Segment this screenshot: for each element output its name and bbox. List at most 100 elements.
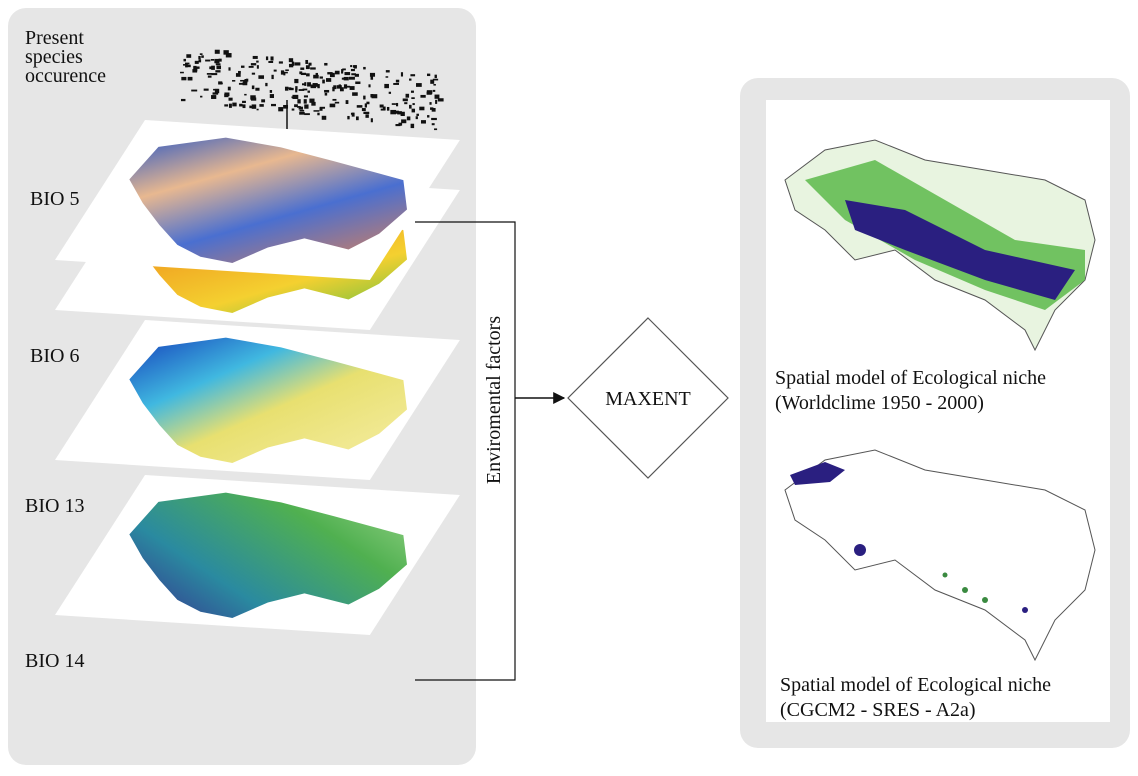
- occurrence-dot: [261, 99, 266, 103]
- occurrence-dot: [401, 119, 407, 124]
- occurrence-dot: [209, 66, 212, 70]
- occurrence-dot: [308, 62, 312, 66]
- occurrence-dot: [228, 97, 233, 101]
- occurrence-dot: [313, 74, 319, 79]
- occurrence-dot: [410, 123, 415, 129]
- occurrence-dot: [186, 64, 191, 68]
- occurrence-dot: [345, 100, 349, 104]
- occurrence-dot: [336, 85, 342, 89]
- occurrence-dot: [350, 65, 353, 68]
- occurrence-dot: [355, 81, 361, 85]
- occurrence-map: [180, 49, 444, 131]
- layer-label: BIO 14: [25, 650, 84, 672]
- occurrence-dot: [338, 84, 341, 87]
- occurrence-dot: [183, 58, 186, 62]
- occurrence-dot: [437, 98, 444, 102]
- occurrence-dot: [300, 72, 306, 76]
- occurrence-dot: [380, 108, 386, 111]
- occurrence-dot: [248, 65, 254, 68]
- occurrence-dot: [299, 109, 305, 112]
- occurrence-dot: [317, 112, 320, 116]
- occurrence-dot: [431, 108, 436, 112]
- occurrence-dot: [268, 60, 274, 63]
- occurrence-dot: [434, 128, 438, 131]
- occurrence-dot: [288, 87, 292, 90]
- occurrence-dot: [205, 59, 211, 62]
- occurrence-dot: [363, 66, 366, 70]
- occurrence-dot: [349, 86, 355, 90]
- occurrence-dot: [304, 113, 310, 116]
- occurrence-dot: [400, 111, 405, 116]
- occurrence-dot: [415, 116, 418, 120]
- occurrence-dot: [354, 73, 359, 77]
- occurrence-dot: [368, 84, 371, 88]
- occurrence-dot: [322, 79, 325, 84]
- occurrence-dot: [393, 82, 399, 85]
- occurrence-dot: [427, 115, 430, 118]
- occurrence-dot: [283, 104, 289, 109]
- occurrence-dot: [198, 59, 202, 63]
- occurrence-dot: [431, 117, 437, 121]
- occurrence-dot: [386, 106, 390, 111]
- occurrence-dot: [211, 95, 217, 99]
- model-node: [567, 317, 729, 479]
- occurrence-dot: [200, 95, 203, 98]
- occurrence-dot: [342, 68, 346, 71]
- occurrence-dot: [319, 76, 323, 79]
- layer-label: BIO 13: [25, 495, 84, 517]
- occurrence-dot: [406, 116, 411, 121]
- occurrence-dot: [207, 75, 212, 78]
- occurrence-dot: [371, 94, 378, 99]
- output-subtitle: (Worldclime 1950 - 2000): [775, 392, 984, 414]
- occurrence-dot: [214, 58, 220, 64]
- occurrence-dot: [348, 76, 355, 80]
- occurrence-dot: [180, 71, 184, 74]
- occurrence-dot: [199, 53, 203, 55]
- occurrence-dot: [370, 75, 374, 80]
- occurrence-dot: [329, 72, 335, 78]
- occurrence-dot: [250, 63, 257, 66]
- occurrence-dot: [313, 110, 320, 112]
- occurrence-dot: [352, 65, 357, 68]
- occurrence-dot: [385, 70, 390, 73]
- occurrence-dot: [306, 73, 310, 77]
- occurrence-dot: [218, 58, 222, 62]
- occurrence-dot: [297, 99, 301, 104]
- occurrence-dot: [211, 65, 215, 70]
- occurrence-dot: [384, 83, 389, 89]
- occurrence-dot: [278, 107, 284, 112]
- occurrence-dot: [238, 82, 244, 85]
- occurrence-dot: [238, 70, 241, 74]
- occurrence-dot: [405, 93, 410, 98]
- occurrence-dot: [339, 87, 344, 92]
- occurrence-dot: [319, 107, 323, 111]
- occurrence-dot: [411, 108, 416, 113]
- occurrence-dot: [416, 83, 422, 87]
- occurrence-dot: [271, 103, 276, 107]
- occurrence-dot: [299, 71, 303, 75]
- occurrence-dot: [404, 102, 408, 105]
- occurrence-dot: [402, 98, 408, 102]
- occurrence-dot: [252, 55, 258, 59]
- occurrence-dot: [434, 94, 440, 99]
- occurrence-dot: [305, 59, 309, 64]
- occurrence-dot: [409, 78, 412, 81]
- occurrence-dot: [255, 87, 260, 91]
- occurrence-dot: [194, 60, 199, 64]
- occurrence-dot: [250, 105, 255, 109]
- occurrence-dot: [350, 112, 354, 115]
- layer-label: BIO 6: [30, 345, 79, 367]
- occurrence-dot: [265, 56, 269, 61]
- occurrence-dot: [291, 96, 297, 99]
- occurrence-dot: [412, 103, 415, 106]
- occurrence-dot: [214, 88, 220, 94]
- occurrence-dot: [301, 83, 306, 86]
- occurrence-dot: [304, 104, 309, 109]
- occurrence-dot: [235, 73, 241, 77]
- occurrence-dot: [288, 63, 294, 68]
- occurrence-dot: [332, 98, 337, 101]
- occurrence-dot: [426, 73, 431, 77]
- occurrence-dot: [305, 65, 310, 70]
- occurrence-dot: [369, 72, 376, 77]
- occurrence-dot: [365, 114, 369, 118]
